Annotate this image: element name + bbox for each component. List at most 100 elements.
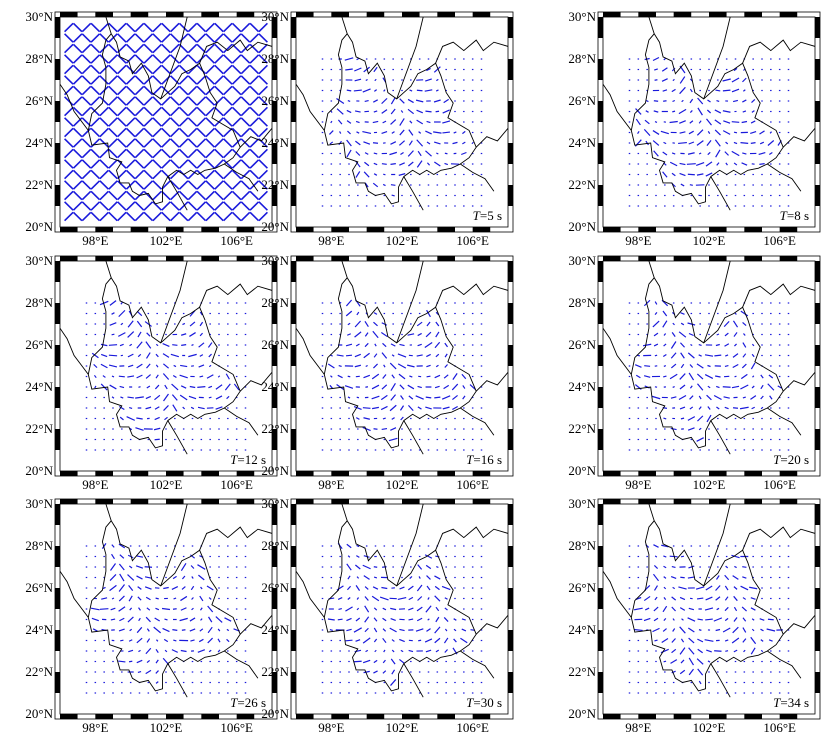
anisotropy-bar [679, 342, 686, 348]
anisotropy-bar [161, 33, 171, 43]
anisotropy-bar [119, 617, 125, 622]
anisotropy-bar [125, 180, 136, 190]
anisotropy-bar [173, 597, 177, 600]
neighbor-boundary [60, 83, 89, 131]
lat-tick-label: 22°N [25, 664, 53, 679]
anisotropy-bar [390, 97, 396, 105]
anisotropy-bar [145, 647, 152, 655]
anisotropy-bar [196, 75, 207, 85]
anisotropy-bar [118, 595, 125, 602]
anisotropy-bar [435, 331, 440, 338]
anisotropy-bar [654, 596, 658, 601]
anisotropy-bar [135, 555, 144, 558]
anisotropy-bar [134, 22, 145, 33]
anisotropy-bar [697, 618, 703, 621]
neighbor-boundary [648, 504, 655, 521]
anisotropy-bar [381, 384, 388, 390]
anisotropy-bar [688, 607, 695, 611]
anisotropy-bar [127, 331, 135, 338]
anisotropy-bar [170, 180, 180, 190]
anisotropy-bar [258, 159, 268, 169]
anisotropy-bar [249, 169, 260, 180]
neighbor-boundary [460, 163, 495, 192]
anisotropy-bar [223, 190, 233, 201]
anisotropy-bar [189, 554, 196, 559]
anisotropy-bar [372, 330, 379, 339]
anisotropy-bar [187, 33, 198, 43]
neighbor-boundary [296, 570, 325, 618]
anisotropy-bar [240, 180, 251, 190]
anisotropy-bar [353, 89, 362, 92]
anisotropy-bar [187, 180, 198, 190]
anisotropy-bar [364, 605, 370, 613]
lat-tick-label: 26°N [568, 580, 596, 595]
anisotropy-bar [417, 406, 422, 410]
anisotropy-bar [258, 75, 268, 85]
anisotropy-bar [373, 659, 378, 664]
anisotropy-bar [180, 649, 187, 653]
lat-tick-label: 24°N [568, 135, 596, 150]
anisotropy-bar [119, 573, 125, 582]
anisotropy-bar [686, 163, 696, 165]
anisotropy-bar [90, 180, 101, 190]
anisotropy-bar [362, 659, 371, 664]
anisotropy-bar [109, 322, 117, 326]
anisotropy-bar [258, 127, 268, 138]
anisotropy-bar [214, 169, 224, 180]
anisotropy-bar [90, 106, 101, 117]
anisotropy-bar [759, 618, 765, 621]
anisotropy-bar [155, 681, 159, 684]
anisotropy-bar [223, 169, 233, 180]
lat-tick-label: 28°N [261, 51, 289, 66]
lat-tick-label: 30°N [568, 496, 596, 511]
anisotropy-bar [152, 159, 162, 169]
anisotropy-bar [224, 617, 232, 622]
anisotropy-bar [654, 639, 658, 642]
map-panel-t34: 20°N22°N24°N26°N28°N30°N98°E 102°E 106°ET=… [568, 496, 821, 735]
anisotropy-bar [64, 180, 74, 190]
anisotropy-bar [138, 649, 141, 653]
anisotropy-bar [125, 169, 136, 180]
anisotropy-bar [688, 565, 695, 569]
anisotropy-bar [161, 85, 171, 96]
neighbor-boundary [224, 407, 259, 436]
anisotropy-bar [416, 321, 423, 327]
neighbor-boundary [341, 504, 348, 521]
anisotropy-bar [371, 384, 380, 390]
anisotropy-bar [372, 120, 379, 124]
anisotropy-bar [442, 131, 450, 134]
anisotropy-bar [670, 341, 677, 349]
anisotropy-bar [364, 586, 369, 590]
lon-tick-label: 102°E [386, 477, 419, 492]
anisotropy-bar [751, 98, 756, 104]
anisotropy-bar [196, 138, 207, 148]
anisotropy-bar [196, 180, 207, 190]
anisotropy-bar [696, 437, 704, 442]
anisotropy-bar [687, 322, 696, 326]
anisotropy-bar [205, 64, 215, 75]
anisotropy-bar [208, 649, 212, 653]
anisotropy-bar [336, 354, 344, 357]
anisotropy-bar [110, 607, 116, 611]
anisotropy-bar [328, 130, 334, 135]
anisotropy-bar [117, 138, 127, 148]
anisotropy-bar [81, 127, 92, 138]
anisotropy-bar [689, 406, 694, 410]
anisotropy-bar [706, 414, 712, 423]
anisotropy-bar [390, 163, 396, 165]
anisotropy-bar [435, 110, 440, 113]
anisotropy-bar [724, 332, 729, 337]
anisotropy-bar [99, 138, 109, 148]
map-panel-t8: 20°N22°N24°N26°N28°N30°N98°E 102°E 106°ET=… [568, 9, 821, 248]
anisotropy-bar [434, 585, 440, 591]
anisotropy-bar [178, 64, 189, 75]
anisotropy-bar [353, 660, 362, 663]
anisotropy-bar [398, 373, 406, 380]
anisotropy-bar [381, 427, 388, 431]
anisotropy-bar [196, 127, 207, 138]
anisotropy-bar [354, 140, 361, 146]
neighbor-boundary [782, 615, 815, 635]
anisotropy-bar [382, 374, 387, 379]
lat-tick-label: 30°N [568, 253, 596, 268]
anisotropy-bar [346, 120, 352, 124]
